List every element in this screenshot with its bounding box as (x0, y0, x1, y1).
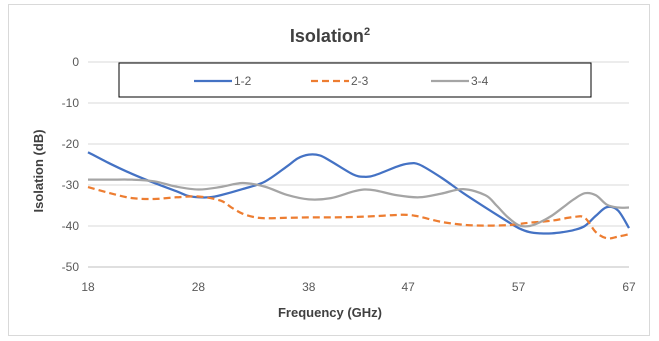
legend-label: 2-3 (351, 74, 369, 88)
x-tick-label: 47 (402, 280, 416, 294)
chart-title-superscript: 2 (364, 26, 370, 38)
x-tick-label: 57 (512, 280, 526, 294)
x-tick-label: 67 (622, 280, 636, 294)
y-tick-label: -20 (62, 137, 80, 151)
legend-label: 3-4 (471, 74, 489, 88)
x-tick-label: 18 (81, 280, 95, 294)
gridlines (88, 61, 629, 268)
series-lines (87, 151, 630, 240)
x-tick-label: 28 (192, 280, 206, 294)
x-tick-label: 38 (302, 280, 316, 294)
isolation-chart: Isolation2 0 -10 -20 -30 -40 -50 18 28 38 47 57 67… (31, 26, 636, 320)
chart-frame: Isolation2 0 -10 -20 -30 -40 -50 18 28 38 47 57 67… (8, 4, 650, 336)
x-axis-ticks: 18 28 38 47 57 67 (81, 280, 636, 294)
y-axis-label: Isolation (dB) (31, 129, 46, 212)
legend: 1-2 2-3 3-4 (118, 62, 592, 98)
x-axis-label: Frequency (GHz) (278, 305, 382, 320)
chart-title: Isolation2 (290, 26, 370, 46)
y-tick-label: 0 (72, 55, 79, 69)
y-tick-label: -10 (62, 96, 80, 110)
series-line-3-4 (87, 178, 630, 228)
y-axis-ticks: 0 -10 -20 -30 -40 -50 (62, 55, 80, 274)
series-line-2-3 (87, 185, 630, 240)
y-tick-label: -40 (62, 219, 80, 233)
y-tick-label: -50 (62, 260, 80, 274)
y-tick-label: -30 (62, 178, 80, 192)
chart-title-text: Isolation (290, 26, 364, 46)
legend-label: 1-2 (234, 74, 252, 88)
